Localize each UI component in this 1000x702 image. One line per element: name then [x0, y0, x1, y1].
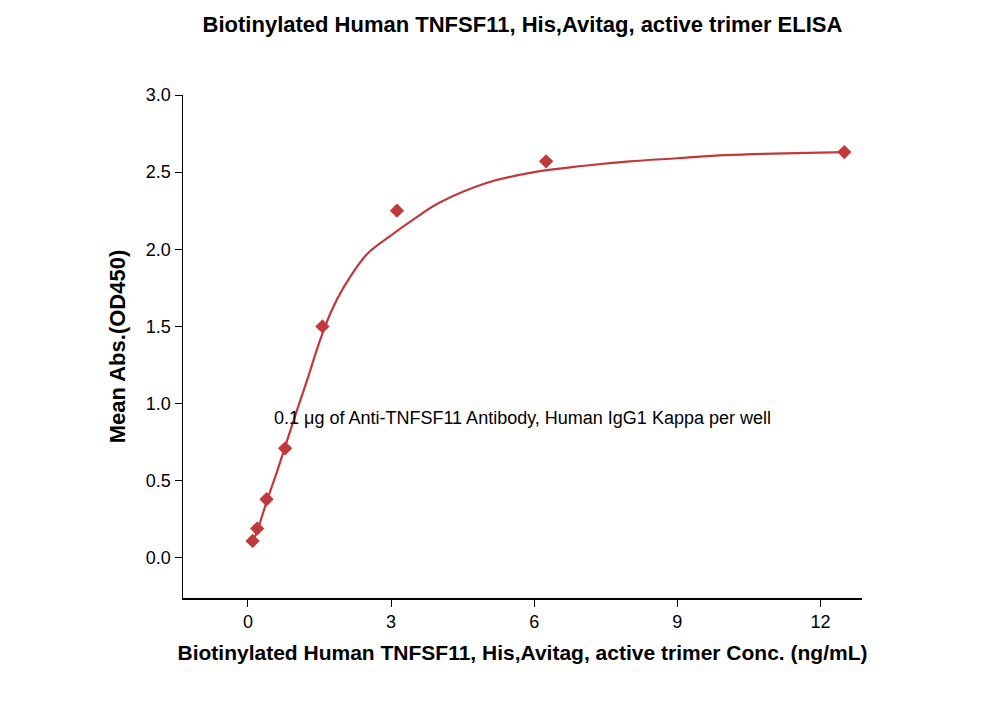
svg-text:2.0: 2.0 [146, 240, 171, 260]
svg-text:0: 0 [243, 612, 253, 632]
svg-text:Biotinylated Human TNFSF11, Hi: Biotinylated Human TNFSF11, His,Avitag, … [203, 12, 843, 37]
svg-text:0.1 μg of Anti-TNFSF11 Antibod: 0.1 μg of Anti-TNFSF11 Antibody, Human I… [274, 408, 771, 428]
svg-text:12: 12 [810, 612, 830, 632]
svg-text:3.0: 3.0 [146, 85, 171, 105]
svg-text:9: 9 [672, 612, 682, 632]
svg-text:1.0: 1.0 [146, 394, 171, 414]
svg-text:Biotinylated Human TNFSF11, Hi: Biotinylated Human TNFSF11, His,Avitag, … [177, 641, 867, 664]
svg-text:6: 6 [529, 612, 539, 632]
svg-text:Mean Abs.(OD450): Mean Abs.(OD450) [105, 250, 130, 444]
svg-text:1.5: 1.5 [146, 317, 171, 337]
svg-text:3: 3 [386, 612, 396, 632]
svg-text:0.0: 0.0 [146, 548, 171, 568]
svg-text:0.5: 0.5 [146, 471, 171, 491]
svg-text:2.5: 2.5 [146, 162, 171, 182]
